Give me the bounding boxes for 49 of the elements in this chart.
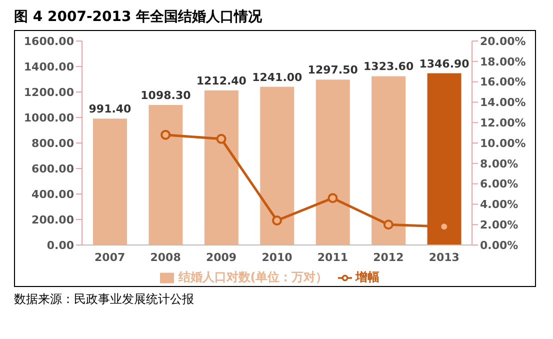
point — [272, 216, 282, 226]
x-tick-label: 2008 — [150, 250, 181, 264]
point — [160, 130, 171, 140]
y2-tick-label: 4.00% — [480, 198, 518, 212]
legend-label: 结婚人口对数(单位：万对） — [178, 270, 328, 284]
data-label: 1212.40 — [196, 74, 247, 88]
x-tick-label: 2009 — [206, 250, 237, 264]
bar — [148, 104, 183, 245]
source-note: 数据来源：民政事业发展统计公报 — [14, 291, 195, 308]
y-tick-label: 0.00 — [46, 238, 74, 252]
y-tick-label: 1600.00 — [24, 34, 74, 48]
y-tick-label: 400.00 — [32, 188, 74, 201]
y2-tick-label: 8.00% — [480, 157, 518, 170]
bar — [372, 76, 406, 245]
y-tick-label: 600.00 — [32, 162, 74, 176]
x-tick-label: 2013 — [428, 250, 460, 264]
data-label: 1323.60 — [364, 60, 414, 74]
x-tick-label: 2007 — [94, 250, 126, 264]
y-tick-label: 1200.00 — [24, 86, 74, 99]
y-tick-label: 200.00 — [32, 213, 74, 226]
data-label: 1346.90 — [419, 57, 470, 70]
y2-tick-label: 10.00% — [480, 136, 526, 150]
x-tick-label: 2010 — [262, 250, 293, 264]
y2-tick-label: 0.00% — [480, 238, 518, 252]
point — [328, 193, 338, 204]
y-tick-label: 1400.00 — [24, 60, 74, 74]
data-label: 1098.30 — [140, 88, 192, 102]
data-label: 991.40 — [88, 102, 132, 116]
data-label: 1241.00 — [252, 70, 303, 84]
point — [216, 134, 226, 144]
bar — [260, 86, 294, 245]
y2-tick-label: 18.00% — [480, 55, 526, 68]
chart-title: 图 4 2007-2013 年全国结婚人口情况 — [14, 8, 264, 26]
data-label: 1297.50 — [308, 64, 358, 77]
x-tick-label: 2011 — [317, 250, 348, 264]
bar — [204, 90, 238, 245]
y2-tick-label: 20.00% — [480, 34, 526, 48]
bar — [316, 80, 350, 245]
y2-tick-label: 2.00% — [480, 218, 518, 232]
y2-tick-label: 16.00% — [480, 76, 526, 89]
y2-tick-label: 14.00% — [480, 96, 526, 110]
y2-tick-label: 6.00% — [480, 178, 518, 191]
bar — [93, 118, 127, 245]
x-tick-label: 2012 — [373, 250, 404, 264]
y-tick-label: 1000.00 — [24, 111, 74, 124]
legend-label: 增幅 — [356, 270, 380, 284]
point — [383, 220, 394, 230]
y-tick-label: 800.00 — [32, 136, 74, 150]
y2-tick-label: 12.00% — [480, 116, 526, 130]
